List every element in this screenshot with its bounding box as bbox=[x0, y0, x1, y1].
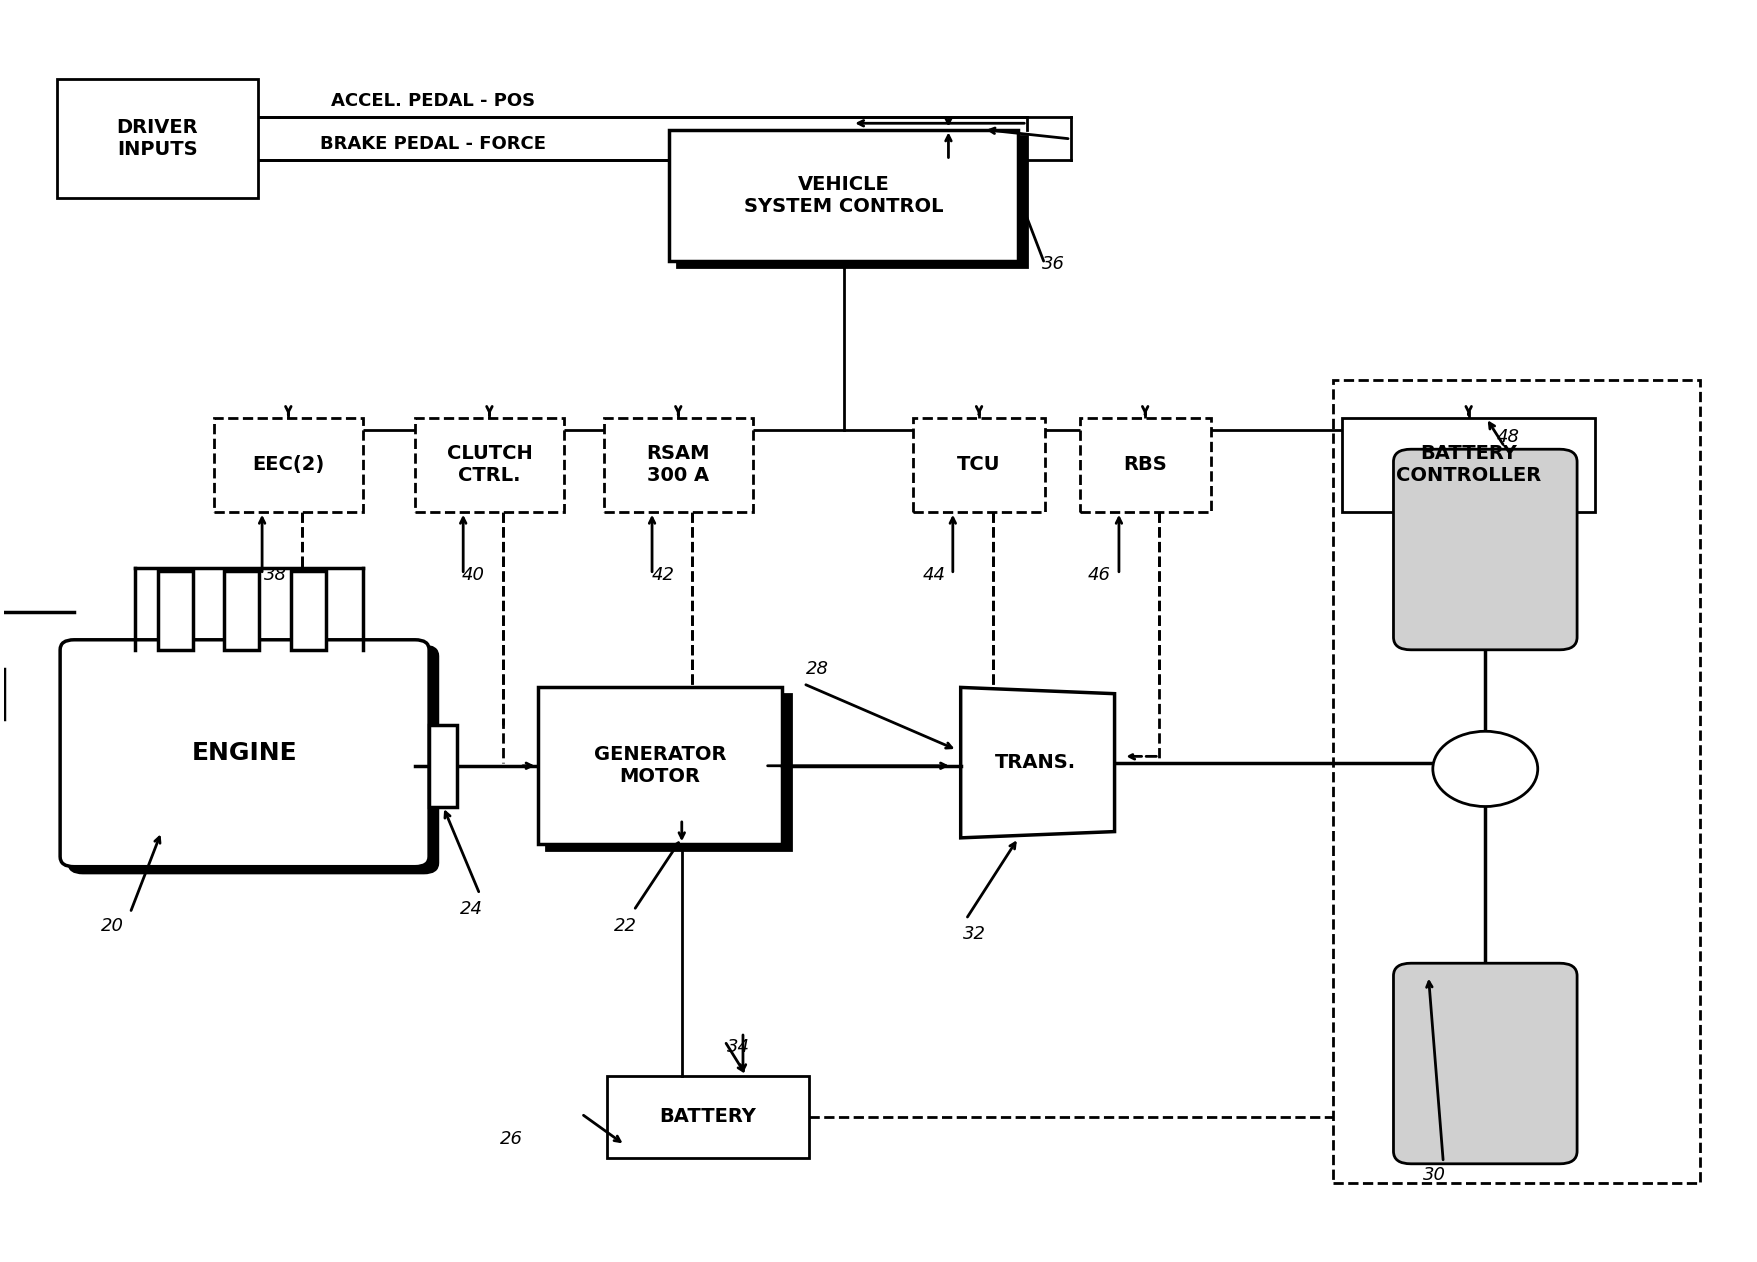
Text: 28: 28 bbox=[806, 660, 829, 678]
Text: GENERATOR
MOTOR: GENERATOR MOTOR bbox=[594, 746, 726, 786]
Text: 20: 20 bbox=[102, 916, 125, 935]
Bar bbox=[678, 136, 1028, 268]
Bar bbox=[225, 570, 260, 650]
Text: 32: 32 bbox=[963, 925, 986, 944]
Text: TCU: TCU bbox=[958, 456, 1001, 475]
Text: BATTERY
CONTROLLER: BATTERY CONTROLLER bbox=[1397, 444, 1541, 486]
Text: RBS: RBS bbox=[1123, 456, 1167, 475]
Text: CLUTCH
CTRL.: CLUTCH CTRL. bbox=[446, 444, 532, 486]
Text: 22: 22 bbox=[613, 916, 636, 935]
Polygon shape bbox=[961, 688, 1114, 838]
Bar bbox=[604, 418, 752, 512]
Text: EEC(2): EEC(2) bbox=[253, 456, 325, 475]
Bar bbox=[0, 669, 4, 719]
Bar bbox=[669, 130, 1019, 261]
Text: RSAM
300 A: RSAM 300 A bbox=[647, 444, 710, 486]
Bar bbox=[1342, 418, 1595, 512]
Bar bbox=[914, 418, 1045, 512]
Bar bbox=[415, 418, 564, 512]
Bar bbox=[546, 694, 791, 851]
Text: 44: 44 bbox=[922, 565, 945, 583]
Text: 24: 24 bbox=[460, 900, 483, 919]
Bar bbox=[214, 418, 362, 512]
Text: 42: 42 bbox=[652, 565, 675, 583]
Text: TRANS.: TRANS. bbox=[994, 753, 1077, 772]
Text: VEHICLE
SYSTEM CONTROL: VEHICLE SYSTEM CONTROL bbox=[743, 175, 944, 216]
Bar bbox=[538, 688, 782, 844]
Bar bbox=[292, 570, 325, 650]
Text: 48: 48 bbox=[1497, 428, 1520, 445]
Text: 34: 34 bbox=[727, 1039, 750, 1056]
Bar bbox=[608, 1076, 808, 1157]
Text: 46: 46 bbox=[1088, 565, 1110, 583]
Text: BRAKE PEDAL - FORCE: BRAKE PEDAL - FORCE bbox=[320, 135, 546, 153]
Text: 38: 38 bbox=[264, 565, 286, 583]
Circle shape bbox=[1432, 731, 1537, 806]
Text: 30: 30 bbox=[1423, 1166, 1446, 1184]
Bar bbox=[1079, 418, 1211, 512]
Text: BATTERY: BATTERY bbox=[659, 1107, 757, 1126]
Text: 36: 36 bbox=[1042, 255, 1065, 273]
FancyBboxPatch shape bbox=[1393, 963, 1578, 1164]
Bar bbox=[1334, 380, 1701, 1182]
Text: ENGINE: ENGINE bbox=[192, 741, 297, 765]
Text: 26: 26 bbox=[499, 1129, 524, 1147]
Bar bbox=[429, 726, 457, 806]
FancyBboxPatch shape bbox=[69, 646, 437, 873]
Text: ACCEL. PEDAL - POS: ACCEL. PEDAL - POS bbox=[330, 92, 534, 110]
Bar bbox=[158, 570, 193, 650]
FancyBboxPatch shape bbox=[60, 640, 429, 867]
FancyBboxPatch shape bbox=[1393, 449, 1578, 650]
Text: 40: 40 bbox=[462, 565, 485, 583]
Text: DRIVER
INPUTS: DRIVER INPUTS bbox=[116, 119, 199, 159]
Bar bbox=[56, 80, 258, 198]
